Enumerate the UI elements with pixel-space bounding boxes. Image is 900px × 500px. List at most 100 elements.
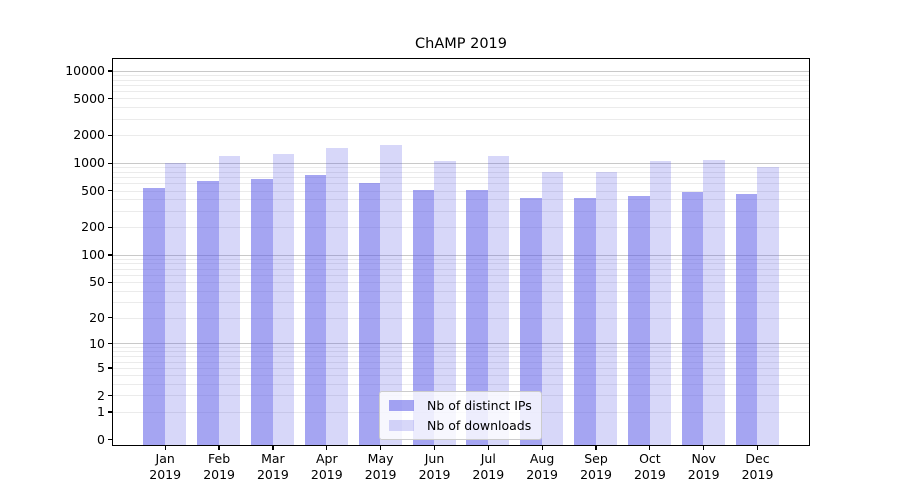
gridline-minor [113,274,809,276]
gridline-major [113,70,809,72]
gridline-minor [113,171,809,173]
gridline-minor [113,167,809,168]
gridline-minor [113,135,809,136]
x-tick-label-may: May 2019 [364,451,397,482]
y-tick-label: 2000 [73,127,105,143]
gridline-minor [113,183,809,185]
x-tick-mark [649,445,651,450]
bar-distinct-ips-nov [681,192,704,445]
gridline-minor [113,107,809,109]
y-tick-mark [107,343,112,345]
gridline-minor [113,356,809,358]
gridline-minor [113,383,809,385]
y-tick-mark [107,70,112,72]
x-tick-mark [756,445,759,450]
gridline-minor [113,210,809,212]
x-tick-label-mar: Mar 2019 [256,451,289,482]
bar-distinct-ips-jun [412,190,435,445]
gridline-major [113,254,809,256]
bar-downloads-apr [326,147,348,445]
y-tick-label: 20 [89,309,105,325]
bar-distinct-ips-aug [520,198,542,445]
x-tick-label-jun: Jun 2019 [418,451,451,482]
gridline-minor [113,258,809,260]
gridline-minor [113,347,809,349]
y-tick-mark [107,439,112,441]
x-tick-mark [541,445,543,450]
y-tick-mark [107,281,112,283]
x-tick-label-aug: Aug 2019 [526,451,558,482]
gridline-minor [113,268,809,270]
bar-downloads-oct [649,160,671,445]
bar-distinct-ips-dec [735,193,758,445]
y-tick-label: 50 [89,274,105,290]
gridline-minor [113,74,809,76]
y-tick-label: 200 [81,219,105,235]
x-tick-label-feb: Feb 2019 [203,451,235,482]
legend-item-downloads: Nb of downloads [389,418,532,433]
bar-distinct-ips-oct [628,196,650,445]
gridline-minor [113,263,809,265]
x-tick-mark [703,445,705,450]
x-tick-mark [164,445,166,450]
gridline-minor [113,301,809,303]
y-tick-mark [107,162,112,164]
gridline-minor [113,84,809,86]
legend-item-distinct-ips: Nb of distinct IPs [389,398,532,413]
bar-downloads-aug [541,172,564,445]
bar-distinct-ips-apr [304,174,327,445]
y-tick-label: 5000 [73,90,105,106]
y-tick-label: 1 [97,404,105,419]
y-tick-label: 10 [89,335,105,351]
bar-downloads-jun [434,161,456,445]
x-tick-mark [595,445,597,450]
x-tick-mark [326,445,328,450]
y-tick-label: 10000 [65,63,105,78]
gridline-minor [113,290,809,292]
bar-downloads-dec [757,167,779,445]
x-tick-label-apr: Apr 2019 [310,451,343,482]
legend-swatch-downloads [389,420,414,431]
y-tick-mark [107,395,112,397]
gridline-minor [113,177,809,178]
gridline-minor [113,190,809,192]
gridline-minor [113,199,809,201]
y-tick-mark [107,134,112,137]
gridline-minor [113,227,809,228]
gridline-minor [113,118,809,120]
x-tick-label-dec: Dec 2019 [741,451,774,482]
gridline-major [113,343,809,345]
y-tick-label: 1000 [73,155,105,171]
gridline-minor [113,79,809,81]
x-tick-label-jul: Jul 2019 [472,451,505,482]
y-tick-label: 100 [81,247,105,262]
bar-downloads-jul [487,155,510,445]
y-tick-label: 0 [97,431,105,447]
gridline-minor [113,282,809,283]
gridline-minor [113,361,809,363]
gridline-minor [113,375,809,376]
gridline-minor [113,317,809,319]
x-tick-mark [218,445,220,450]
x-tick-mark [380,445,382,450]
y-tick-mark [107,411,112,413]
x-tick-label-nov: Nov 2019 [687,451,720,482]
y-tick-mark [107,190,112,192]
bar-downloads-feb [218,155,241,445]
bar-downloads-nov [703,159,725,445]
gridline-minor [113,98,809,100]
legend-swatch-distinct-ips [389,400,414,411]
legend-label-downloads: Nb of downloads [427,418,532,433]
bar-downloads-mar [272,153,294,445]
y-tick-label: 2 [97,387,105,403]
x-tick-mark [487,445,489,450]
y-tick-label: 500 [81,182,105,198]
legend-label-distinct-ips: Nb of distinct IPs [427,398,532,413]
y-tick-mark [107,254,112,256]
bar-downloads-jan [164,162,187,445]
legend: Nb of distinct IPs Nb of downloads [379,391,542,440]
y-tick-label: 5 [97,360,105,376]
bar-distinct-ips-feb [197,181,219,445]
x-tick-mark [272,445,274,450]
